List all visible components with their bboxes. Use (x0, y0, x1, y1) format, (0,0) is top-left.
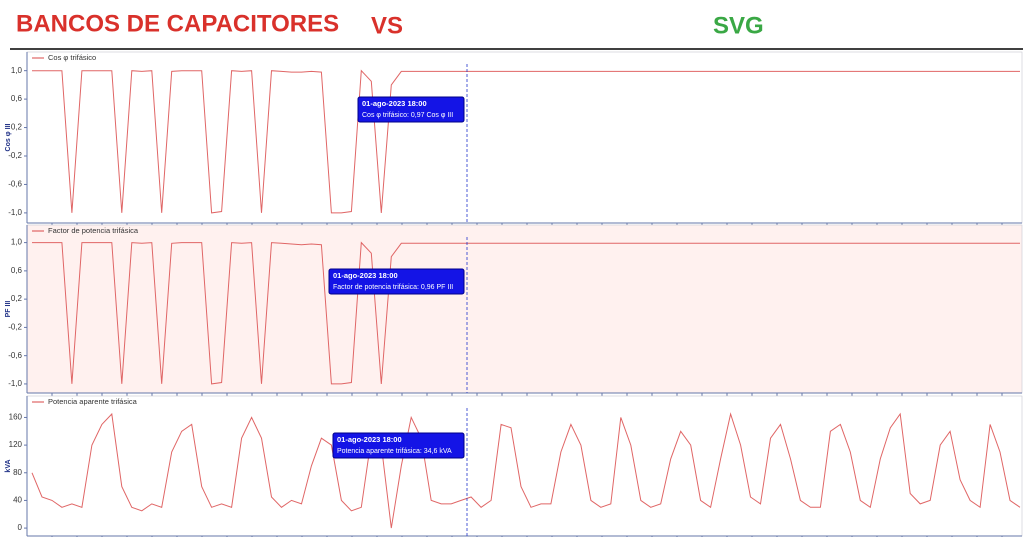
y-tick-label: 0,6 (11, 94, 23, 103)
tooltip-date: 01-ago-2023 18:00 (337, 435, 402, 444)
header-left: BANCOS DE CAPACITORES (16, 10, 339, 37)
header-right: SVG (713, 12, 764, 39)
legend-label: Factor de potencia trifásica (48, 226, 139, 235)
y-tick-label: 120 (9, 440, 23, 449)
y-tick-label: -0,2 (8, 323, 22, 332)
y-tick-label: -0,6 (8, 351, 22, 360)
data-line (32, 69, 1020, 214)
data-line (31, 412, 1021, 529)
y-tick-label: 0,2 (11, 294, 23, 303)
y-tick-label: 160 (9, 413, 23, 422)
tooltip (332, 432, 465, 459)
panel (26, 51, 1023, 224)
tooltip-text: Cos φ trifásico: 0,97 Cos φ III (362, 112, 453, 119)
data-line (32, 241, 1020, 385)
y-tick-label: 0,2 (11, 123, 23, 132)
tooltip (357, 96, 465, 123)
y-axis-label: Cos φ III (5, 123, 12, 151)
panel (26, 224, 1023, 394)
tooltip-date: 01-ago-2023 18:00 (362, 99, 427, 108)
y-tick-label: -1,0 (8, 379, 22, 388)
header-middle: VS (371, 12, 403, 39)
panel (26, 395, 1023, 537)
y-tick-label: -0,2 (8, 151, 22, 160)
y-tick-label: 0,6 (11, 266, 23, 275)
y-tick-label: 40 (13, 496, 22, 505)
tooltip (328, 268, 465, 295)
legend-label: Potencia aparente trifásica (48, 397, 138, 406)
y-tick-label: 1,0 (11, 238, 23, 247)
tooltip-text: Factor de potencia trifásica: 0,96 PF II… (333, 284, 453, 291)
y-tick-label: 1,0 (11, 66, 23, 75)
legend-label: Cos φ trifásico (48, 53, 96, 62)
y-tick-label: 0 (18, 523, 23, 532)
y-tick-label: -0,6 (8, 180, 22, 189)
y-axis-label: PF III (5, 301, 12, 318)
y-tick-label: 80 (13, 468, 22, 477)
tooltip-text: Potencia aparente trifásica: 34,6 kVA (337, 448, 452, 455)
tooltip-date: 01-ago-2023 18:00 (333, 271, 398, 280)
y-tick-label: -1,0 (8, 208, 22, 217)
y-axis-label: kVA (5, 459, 12, 472)
